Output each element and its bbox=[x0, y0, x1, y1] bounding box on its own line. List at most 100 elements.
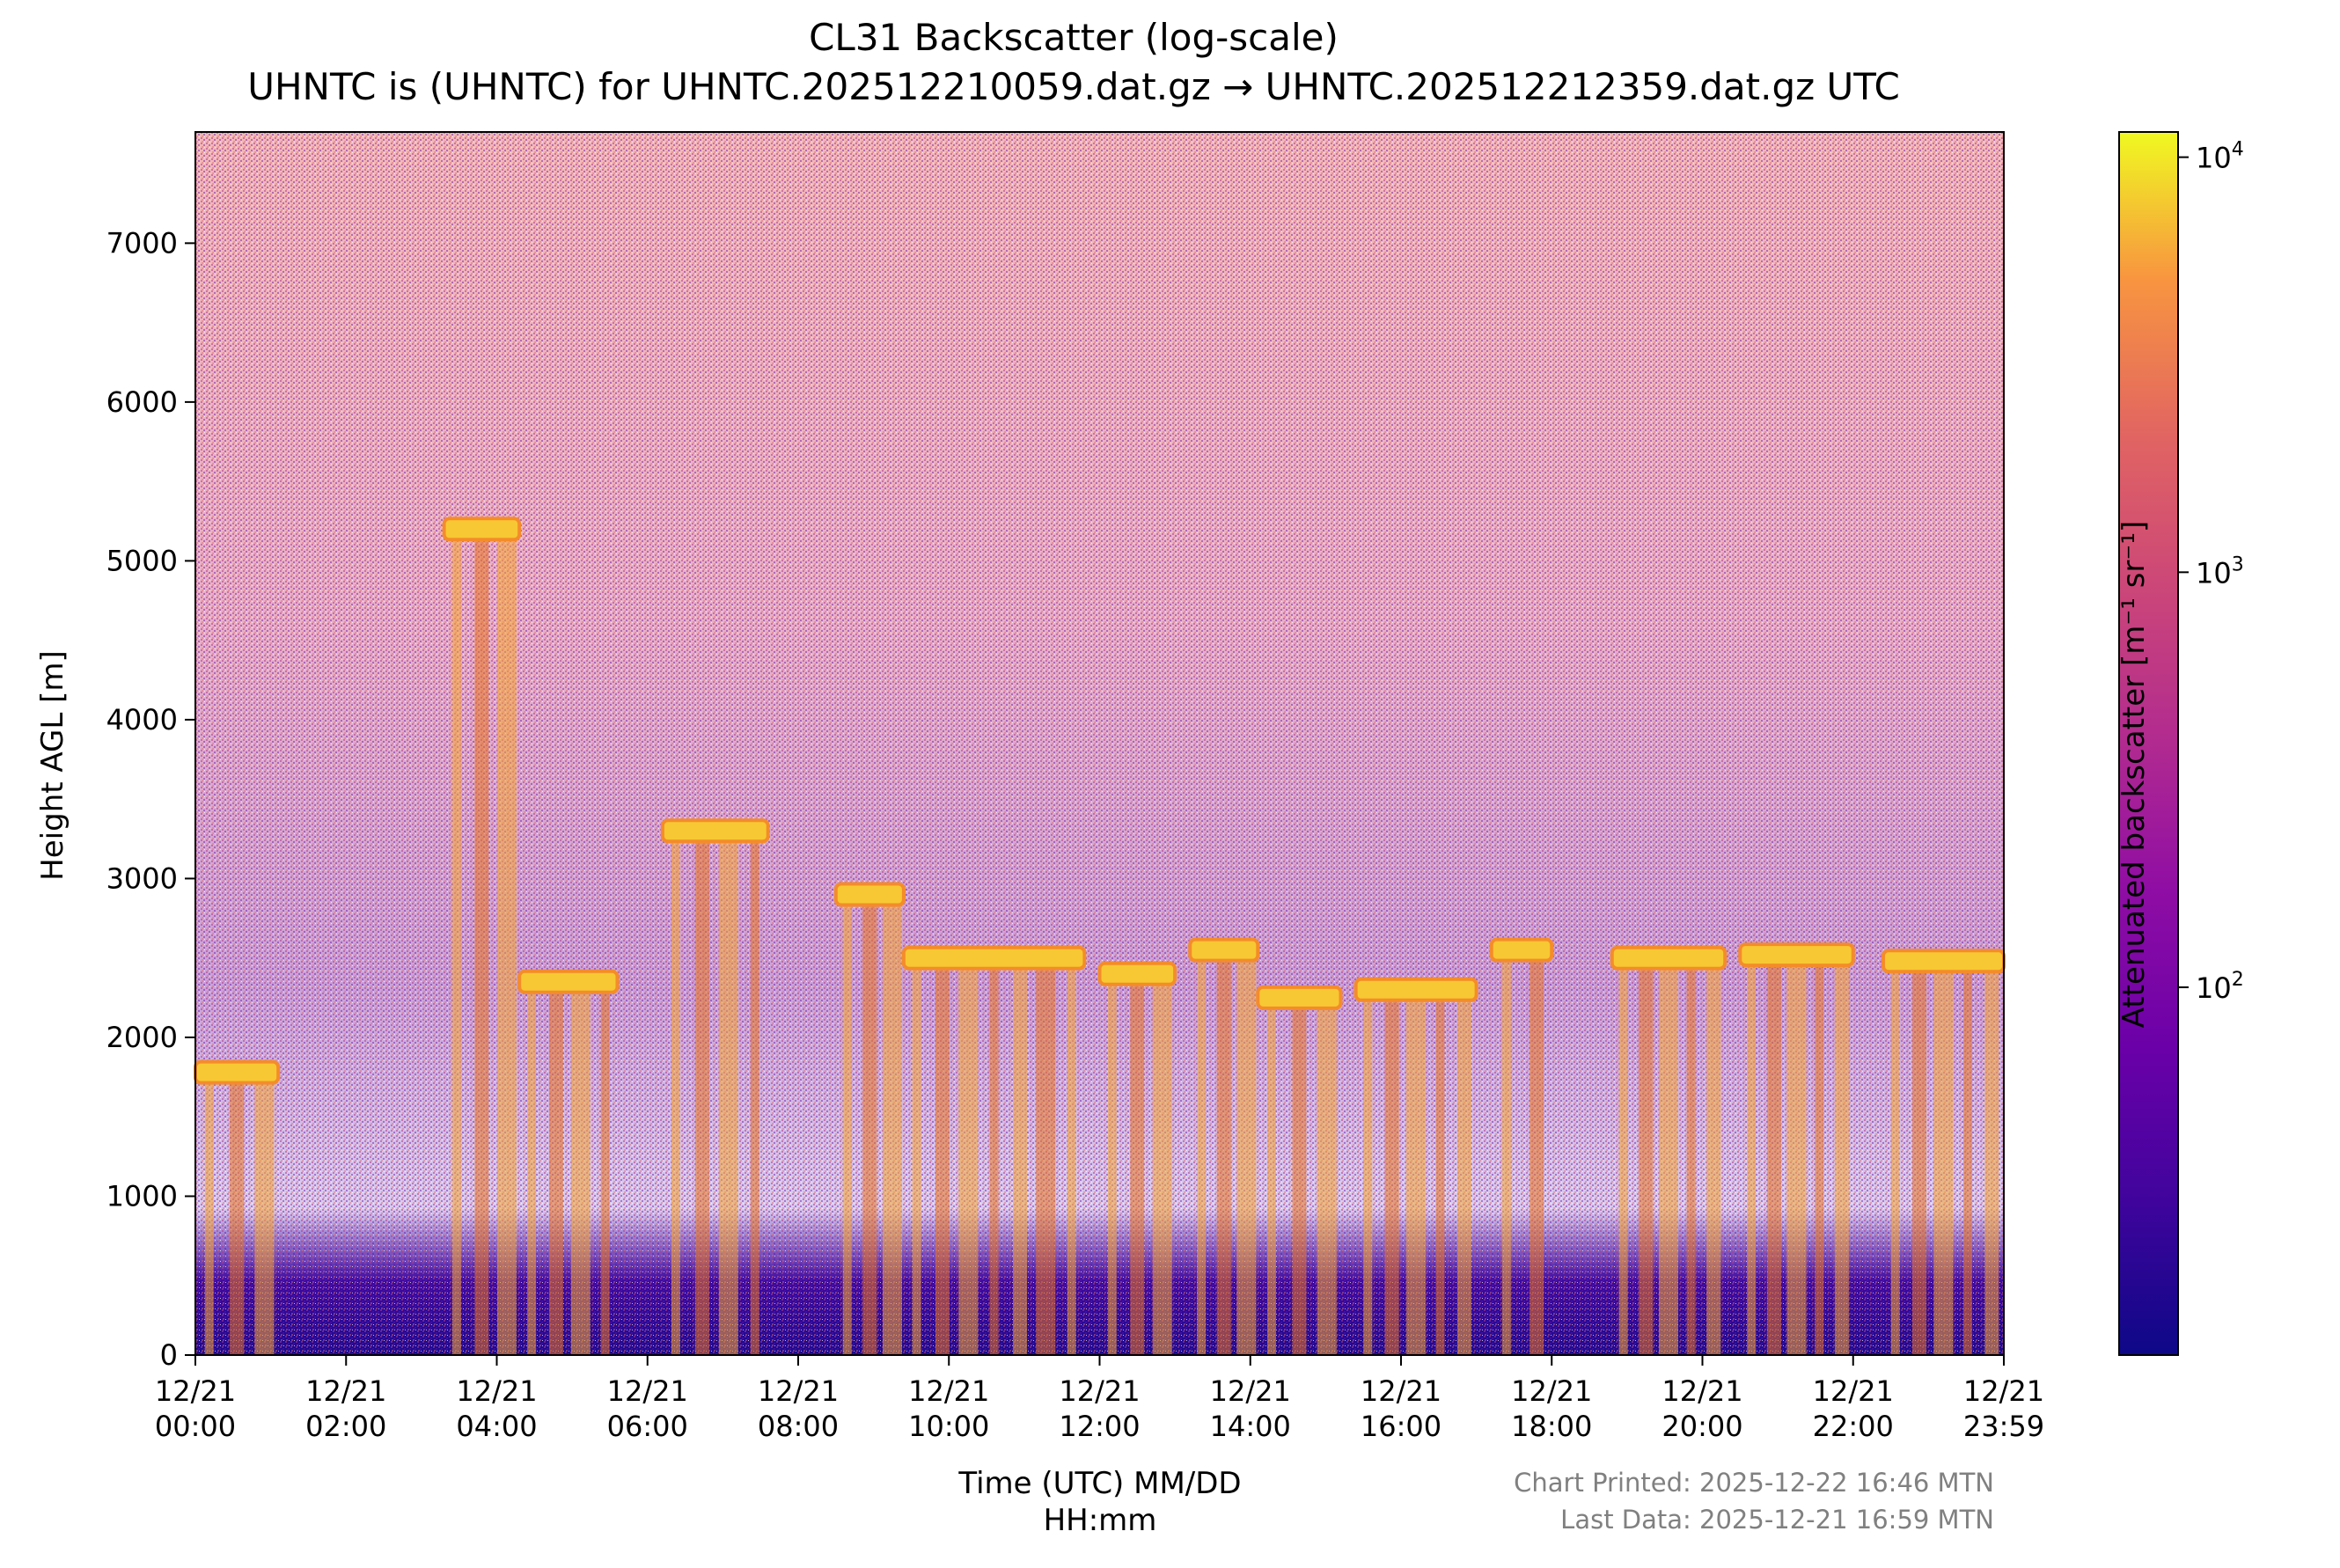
precip-streak bbox=[1834, 955, 1849, 1355]
cloud-layer bbox=[1882, 949, 2006, 974]
precip-streak bbox=[958, 957, 979, 1355]
colorbar-tick-label: 102 bbox=[2196, 969, 2244, 1005]
precip-streak bbox=[842, 894, 852, 1355]
precip-streak bbox=[451, 529, 461, 1355]
precip-streak bbox=[1036, 957, 1056, 1355]
precip-streak bbox=[694, 831, 709, 1355]
cloud-layer bbox=[194, 1059, 281, 1085]
precip-streak bbox=[1152, 973, 1172, 1355]
precip-streak bbox=[1529, 949, 1544, 1355]
cloud-layer bbox=[517, 969, 620, 994]
precip-streak bbox=[718, 831, 738, 1355]
cloud-layers bbox=[194, 517, 2006, 1085]
precip-streak bbox=[1815, 955, 1824, 1355]
precip-streak bbox=[750, 831, 759, 1355]
precip-streak bbox=[671, 831, 680, 1355]
precip-streaks bbox=[204, 529, 1999, 1355]
precip-streak bbox=[1267, 997, 1277, 1355]
precip-streak bbox=[1317, 997, 1337, 1355]
x-axis-label-line2: HH:mm bbox=[1043, 1503, 1157, 1538]
cloud-layer bbox=[660, 818, 770, 844]
colorbar: 102 103 104 bbox=[2118, 131, 2244, 1356]
x-tick-time: 14:00 bbox=[1210, 1410, 1291, 1443]
x-tick-date: 12/21 bbox=[607, 1374, 688, 1408]
precip-streak bbox=[935, 957, 950, 1355]
y-tick-label: 6000 bbox=[106, 385, 178, 419]
precip-streak bbox=[1435, 989, 1445, 1355]
colorbar-tick-label: 103 bbox=[2196, 553, 2244, 590]
x-axis-label-line1: Time (UTC) MM/DD bbox=[958, 1466, 1242, 1501]
precip-streak bbox=[1706, 957, 1721, 1355]
colorbar-gradient bbox=[2118, 131, 2179, 1356]
precip-streak bbox=[1216, 949, 1231, 1355]
precip-streak bbox=[1766, 955, 1781, 1355]
y-tick-label: 0 bbox=[160, 1338, 178, 1372]
cloud-layer bbox=[833, 882, 906, 907]
x-tick-time: 10:00 bbox=[908, 1410, 989, 1443]
precip-streak bbox=[1130, 973, 1145, 1355]
precip-streak bbox=[1236, 949, 1257, 1355]
cloud-layer bbox=[1353, 977, 1478, 1002]
y-tick-label: 3000 bbox=[106, 861, 178, 895]
backscatter-noise bbox=[195, 132, 2004, 1355]
x-tick-date: 12/21 bbox=[1059, 1374, 1140, 1408]
chart-subtitle: UHNTC is (UHNTC) for UHNTC.202512210059.… bbox=[247, 65, 1900, 108]
x-tick-time: 23:59 bbox=[1963, 1410, 2044, 1443]
precip-streak bbox=[496, 529, 517, 1355]
colorbar-label: Attenuated backscatter [m⁻¹ sr⁻¹] bbox=[2116, 520, 2152, 1029]
x-tick-date: 12/21 bbox=[1361, 1374, 1441, 1408]
precip-streak bbox=[1406, 989, 1427, 1355]
precip-streak bbox=[1912, 961, 1927, 1355]
cloud-layer bbox=[1738, 942, 1855, 968]
precip-streak bbox=[1363, 989, 1373, 1355]
y-tick-label: 4000 bbox=[106, 703, 178, 736]
precip-streak bbox=[600, 981, 610, 1355]
cloud-layer bbox=[1610, 945, 1727, 971]
y-tick-label: 7000 bbox=[106, 226, 178, 260]
precip-streak bbox=[1933, 961, 1954, 1355]
chart-printed-note: Chart Printed: 2025-12-22 16:46 MTN bbox=[1514, 1468, 1994, 1498]
precip-streak bbox=[1639, 957, 1654, 1355]
precip-streak bbox=[1384, 989, 1399, 1355]
x-tick-date: 12/21 bbox=[908, 1374, 989, 1408]
x-tick-time: 00:00 bbox=[155, 1410, 236, 1443]
precip-streak bbox=[1658, 957, 1678, 1355]
x-tick-time: 04:00 bbox=[456, 1410, 537, 1443]
cloud-layer bbox=[901, 945, 1087, 971]
precip-streak bbox=[862, 894, 877, 1355]
last-data-note: Last Data: 2025-12-21 16:59 MTN bbox=[1560, 1505, 1994, 1535]
y-axis-label: Height AGL [m] bbox=[35, 650, 70, 881]
precip-streak bbox=[912, 957, 921, 1355]
precip-streak bbox=[1501, 949, 1511, 1355]
precip-streak bbox=[474, 529, 489, 1355]
colorbar-ticks: 102 103 104 bbox=[2178, 139, 2244, 1005]
precip-streak bbox=[1686, 957, 1696, 1355]
precip-streak bbox=[1890, 961, 1900, 1355]
x-tick-time: 20:00 bbox=[1661, 1410, 1742, 1443]
plot-area bbox=[194, 131, 2006, 1356]
y-tick-label: 2000 bbox=[106, 1021, 178, 1054]
chart-title: CL31 Backscatter (log-scale) bbox=[809, 16, 1339, 59]
x-axis: 12/2100:0012/2102:0012/2104:0012/2106:00… bbox=[155, 1355, 2044, 1443]
y-axis: 0 1000 2000 3000 4000 5000 6000 7000 bbox=[106, 226, 195, 1372]
precip-streak bbox=[230, 1072, 245, 1355]
x-tick-time: 16:00 bbox=[1361, 1410, 1441, 1443]
x-tick-date: 12/21 bbox=[1210, 1374, 1291, 1408]
precip-streak bbox=[989, 957, 999, 1355]
precip-streak bbox=[1197, 949, 1207, 1355]
precip-streak bbox=[1984, 961, 1999, 1355]
precip-streak bbox=[1747, 955, 1757, 1355]
y-tick-label: 5000 bbox=[106, 544, 178, 577]
x-tick-date: 12/21 bbox=[456, 1374, 537, 1408]
x-tick-date: 12/21 bbox=[305, 1374, 386, 1408]
precip-streak bbox=[1067, 957, 1076, 1355]
cloud-layer bbox=[1188, 937, 1260, 963]
x-tick-date: 12/21 bbox=[758, 1374, 839, 1408]
x-tick-date: 12/21 bbox=[1963, 1374, 2044, 1408]
x-tick-time: 02:00 bbox=[305, 1410, 386, 1443]
precip-streak bbox=[1618, 957, 1628, 1355]
precip-streak bbox=[548, 981, 563, 1355]
precip-streak bbox=[1107, 973, 1117, 1355]
y-tick-label: 1000 bbox=[106, 1179, 178, 1213]
x-tick-time: 08:00 bbox=[758, 1410, 839, 1443]
